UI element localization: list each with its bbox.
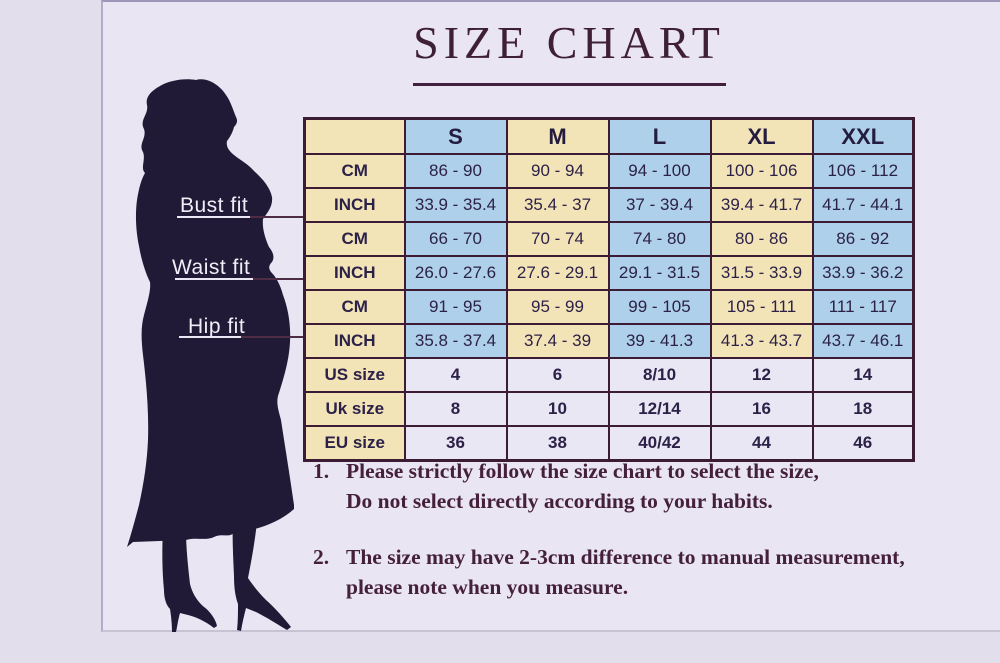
- size-table-row-bust-inch: INCH 33.9 - 35.4 35.4 - 37 37 - 39.4 39.4 - …: [303, 187, 915, 223]
- row-label: Uk size: [303, 391, 406, 427]
- size-cell: 39.4 - 41.7: [709, 187, 814, 223]
- size-cell: 16: [709, 391, 814, 427]
- size-table: S M L XL XXL CM 86 - 90 90 - 94 94 - 100 100 - 1…: [303, 117, 915, 462]
- size-table-row-sizes-eu-size: EU size 36 38 40/42 44 46: [303, 425, 915, 462]
- size-cell: 37.4 - 39: [505, 323, 610, 359]
- size-cell: 80 - 86: [709, 221, 814, 257]
- bust-fit-label: Bust fit: [180, 194, 249, 217]
- size-column-header-s: S: [403, 117, 508, 155]
- size-cell: 66 - 70: [403, 221, 508, 257]
- row-label: INCH: [303, 323, 406, 359]
- bust-fit-underline: [177, 216, 250, 218]
- row-label: INCH: [303, 187, 406, 223]
- size-cell: 40/42: [607, 425, 712, 462]
- row-label: INCH: [303, 255, 406, 291]
- size-cell: 100 - 106: [709, 153, 814, 189]
- bust-fit-leader-line: [250, 216, 305, 218]
- hip-fit-label: Hip fit: [188, 315, 246, 338]
- notes-section: 1. Please strictly follow the size chart…: [313, 456, 985, 628]
- size-cell: 39 - 41.3: [607, 323, 712, 359]
- size-cell: 99 - 105: [607, 289, 712, 325]
- size-cell: 111 - 117: [811, 289, 915, 325]
- size-table-row-hip-inch: INCH 35.8 - 37.4 37.4 - 39 39 - 41.3 41.3 - …: [303, 323, 915, 359]
- note-2-number: 2.: [313, 545, 330, 569]
- size-cell: 44: [709, 425, 814, 462]
- size-cell: 105 - 111: [709, 289, 814, 325]
- size-cell: 90 - 94: [505, 153, 610, 189]
- note-1: 1. Please strictly follow the size chart…: [313, 456, 985, 516]
- size-cell: 38: [505, 425, 610, 462]
- size-cell: 12/14: [607, 391, 712, 427]
- size-cell: 86 - 92: [811, 221, 915, 257]
- note-1-text: Please strictly follow the size chart to…: [346, 459, 819, 513]
- size-table-row-bust-cm: CM 86 - 90 90 - 94 94 - 100 100 - 106 106 - 1…: [303, 153, 915, 189]
- row-label: CM: [303, 289, 406, 325]
- size-cell: 74 - 80: [607, 221, 712, 257]
- size-table-row-waist-inch: INCH 26.0 - 27.6 27.6 - 29.1 29.1 - 31.5 31.…: [303, 255, 915, 291]
- size-cell: 33.9 - 35.4: [403, 187, 508, 223]
- size-cell: 14: [811, 357, 915, 393]
- size-column-header-m: M: [505, 117, 610, 155]
- size-cell: 33.9 - 36.2: [811, 255, 915, 291]
- size-cell: 36: [403, 425, 508, 462]
- size-cell: 94 - 100: [607, 153, 712, 189]
- size-table-row-sizes-us-size: US size 4 6 8/10 12 14: [303, 357, 915, 393]
- size-column-header-xl: XL: [709, 117, 814, 155]
- size-cell: 91 - 95: [403, 289, 508, 325]
- size-cell: 41.3 - 43.7: [709, 323, 814, 359]
- size-column-header-l: L: [607, 117, 712, 155]
- size-cell: 106 - 112: [811, 153, 915, 189]
- waist-fit-label: Waist fit: [172, 256, 251, 279]
- size-cell: 86 - 90: [403, 153, 508, 189]
- size-table-row-waist-cm: CM 66 - 70 70 - 74 74 - 80 80 - 86 86 - 92: [303, 221, 915, 257]
- row-label: US size: [303, 357, 406, 393]
- note-1-number: 1.: [313, 459, 330, 483]
- page-title: SIZE CHART: [413, 17, 725, 68]
- size-cell: 46: [811, 425, 915, 462]
- size-cell: 70 - 74: [505, 221, 610, 257]
- waist-fit-leader-line: [253, 278, 305, 280]
- size-table-header-row: S M L XL XXL: [303, 117, 915, 155]
- size-table-row-sizes-uk-size: Uk size 8 10 12/14 16 18: [303, 391, 915, 427]
- size-cell: 18: [811, 391, 915, 427]
- waist-fit-underline: [175, 278, 253, 280]
- row-label: EU size: [303, 425, 406, 462]
- size-cell: 31.5 - 33.9: [709, 255, 814, 291]
- size-table-corner-cell: [303, 117, 406, 155]
- size-cell: 26.0 - 27.6: [403, 255, 508, 291]
- size-cell: 95 - 99: [505, 289, 610, 325]
- size-cell: 35.8 - 37.4: [403, 323, 508, 359]
- size-table-row-hip-cm: CM 91 - 95 95 - 99 99 - 105 105 - 111 111 - 1…: [303, 289, 915, 325]
- size-cell: 8: [403, 391, 508, 427]
- hip-fit-leader-line: [241, 336, 305, 338]
- note-2: 2. The size may have 2-3cm difference to…: [313, 542, 985, 602]
- size-cell: 4: [403, 357, 508, 393]
- row-label: CM: [303, 221, 406, 257]
- hip-fit-underline: [179, 336, 241, 338]
- size-cell: 6: [505, 357, 610, 393]
- row-label: CM: [303, 153, 406, 189]
- title-underline: [413, 83, 726, 86]
- size-cell: 41.7 - 44.1: [811, 187, 915, 223]
- size-cell: 27.6 - 29.1: [505, 255, 610, 291]
- size-cell: 43.7 - 46.1: [811, 323, 915, 359]
- size-cell: 35.4 - 37: [505, 187, 610, 223]
- size-cell: 8/10: [607, 357, 712, 393]
- size-table-body: CM 86 - 90 90 - 94 94 - 100 100 - 106 106 - 1…: [303, 153, 915, 462]
- size-cell: 37 - 39.4: [607, 187, 712, 223]
- size-column-header-xxl: XXL: [811, 117, 915, 155]
- size-cell: 12: [709, 357, 814, 393]
- note-2-text: The size may have 2-3cm difference to ma…: [346, 545, 905, 599]
- size-cell: 10: [505, 391, 610, 427]
- size-cell: 29.1 - 31.5: [607, 255, 712, 291]
